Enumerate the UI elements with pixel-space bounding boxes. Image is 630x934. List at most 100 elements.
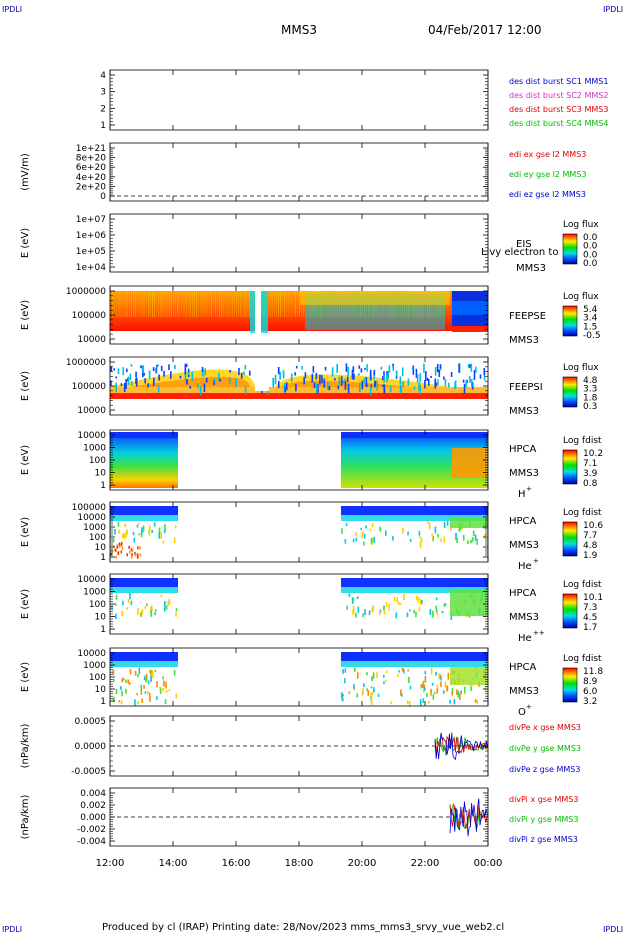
- legend-entry: des dist burst SC1 MMS1: [509, 77, 608, 86]
- hpca-speck: [164, 607, 166, 612]
- hpca-speck: [164, 524, 166, 531]
- hpca-speck: [435, 671, 437, 676]
- hpca-speck: [435, 609, 438, 613]
- y-tick-label: -0.004: [77, 837, 106, 847]
- hpca-speck: [443, 536, 446, 543]
- feepsi-speck: [110, 380, 112, 386]
- hpca-top-band-1: [110, 578, 178, 587]
- hpca-red-speck: [131, 548, 134, 552]
- feepsi-speck: [386, 375, 388, 383]
- panel-hpca-he2: 1 10 100 1000 10000 E (eV) HPCA MMS3 He ++ Log fdi…: [20, 573, 603, 644]
- feepse-stripe: [271, 291, 273, 318]
- hpca-speck: [472, 530, 475, 537]
- hpca-speck: [348, 691, 351, 694]
- feepse-stripe: [147, 291, 149, 318]
- feepsi-low-band2: [110, 387, 488, 393]
- hpca-speck: [484, 686, 487, 691]
- feepsi-speck: [363, 377, 365, 384]
- hpca-speck: [160, 532, 162, 539]
- feepsi-speck: [115, 376, 118, 379]
- hpca-red-speck: [114, 548, 116, 552]
- feepsi-speck: [337, 385, 340, 390]
- y-axis-label: E (eV): [20, 589, 31, 619]
- feepsi-speck: [434, 366, 437, 376]
- hpca-speck: [377, 693, 380, 697]
- feepse-stripe: [177, 291, 179, 318]
- feepse-stripe: [156, 291, 158, 318]
- hpca-speck: [150, 606, 152, 614]
- hpca-speck: [443, 522, 446, 528]
- hpca-speck: [151, 669, 154, 674]
- hpca-speck: [138, 533, 141, 536]
- hpca-speck: [156, 681, 158, 688]
- feepsi-speck: [483, 373, 486, 381]
- feepsi-speck: [412, 365, 415, 375]
- hpca-speck: [158, 527, 161, 533]
- feepsi-speck: [331, 367, 334, 377]
- legend-entry: divPi z gse MMS3: [509, 835, 578, 844]
- feepsi-speck: [323, 378, 326, 388]
- y-tick-label: 4e+20: [76, 173, 107, 183]
- y-tick-label: 0.004: [80, 789, 106, 799]
- feepsi-speck: [229, 369, 231, 373]
- feepsi-speck: [122, 367, 125, 376]
- feepsi-speck: [423, 363, 425, 373]
- hpca-speck: [162, 687, 165, 692]
- colorbar: [562, 449, 578, 485]
- feepsi-speck: [127, 376, 130, 385]
- feepsi-speck: [163, 370, 165, 377]
- feepsi-speck: [155, 365, 158, 368]
- hpca-speck: [476, 538, 478, 545]
- corner-label-top-right: IPDLI: [603, 5, 623, 14]
- feepsi-speck: [294, 372, 296, 376]
- feepsi-speck: [152, 367, 155, 372]
- hpca-speck: [464, 692, 466, 695]
- colorbar-tick-label: 0.0: [583, 233, 598, 243]
- species-charge: ++: [533, 629, 545, 637]
- feepse-stripe: [164, 291, 166, 318]
- hpca-speck: [164, 699, 167, 705]
- y-tick-label: 1e+05: [76, 247, 106, 257]
- hpca-speck: [151, 605, 153, 611]
- hpca-speck: [434, 691, 436, 695]
- hpca-speck: [137, 608, 139, 615]
- hpca-speck: [345, 523, 348, 527]
- feepse-stripe: [128, 291, 130, 318]
- feepsi-speck: [304, 372, 307, 379]
- feepsi-speck: [470, 363, 473, 372]
- feepse-stripe: [246, 291, 248, 318]
- hpca-speck: [430, 667, 433, 675]
- feepsi-speck: [126, 368, 128, 373]
- hpca-speck: [355, 612, 357, 618]
- hpca-top-band-2: [341, 578, 488, 587]
- feepsi-speck: [344, 378, 346, 381]
- x-tick-label: 18:00: [285, 858, 314, 869]
- panel-frame: [109, 213, 489, 273]
- hpca-speck: [424, 670, 427, 675]
- hpca-late-band: [450, 590, 488, 616]
- hpca-h-late: [452, 448, 488, 478]
- y-axis-label: (nPa/km): [20, 795, 31, 840]
- y-axis-label: (nPa/km): [20, 724, 31, 769]
- hpca-speck: [121, 678, 124, 683]
- hpca-speck: [146, 690, 149, 695]
- instrument-label: MMS3: [509, 686, 539, 697]
- hpca-speck: [341, 695, 344, 701]
- hpca-speck: [121, 690, 123, 697]
- colorbar-tick-label: 3.4: [583, 314, 598, 324]
- feepse-gap-core: [255, 291, 261, 333]
- hpca-speck: [152, 672, 154, 679]
- feepsi-speck: [174, 364, 176, 370]
- colorbar-tick-label: -0.5: [583, 331, 601, 341]
- feepsi-speck: [345, 363, 348, 372]
- y-tick-label: 0.000: [80, 813, 106, 823]
- feepsi-speck: [179, 375, 182, 379]
- feepsi-speck: [386, 371, 388, 379]
- y-tick-label: 100: [89, 456, 106, 466]
- feepse-stripe: [189, 291, 191, 318]
- hpca-speck: [407, 531, 409, 536]
- feepsi-speck: [334, 378, 336, 381]
- y-tick-label: 10: [95, 543, 107, 553]
- hpca-speck: [363, 533, 366, 539]
- feepse-top-band: [300, 291, 450, 305]
